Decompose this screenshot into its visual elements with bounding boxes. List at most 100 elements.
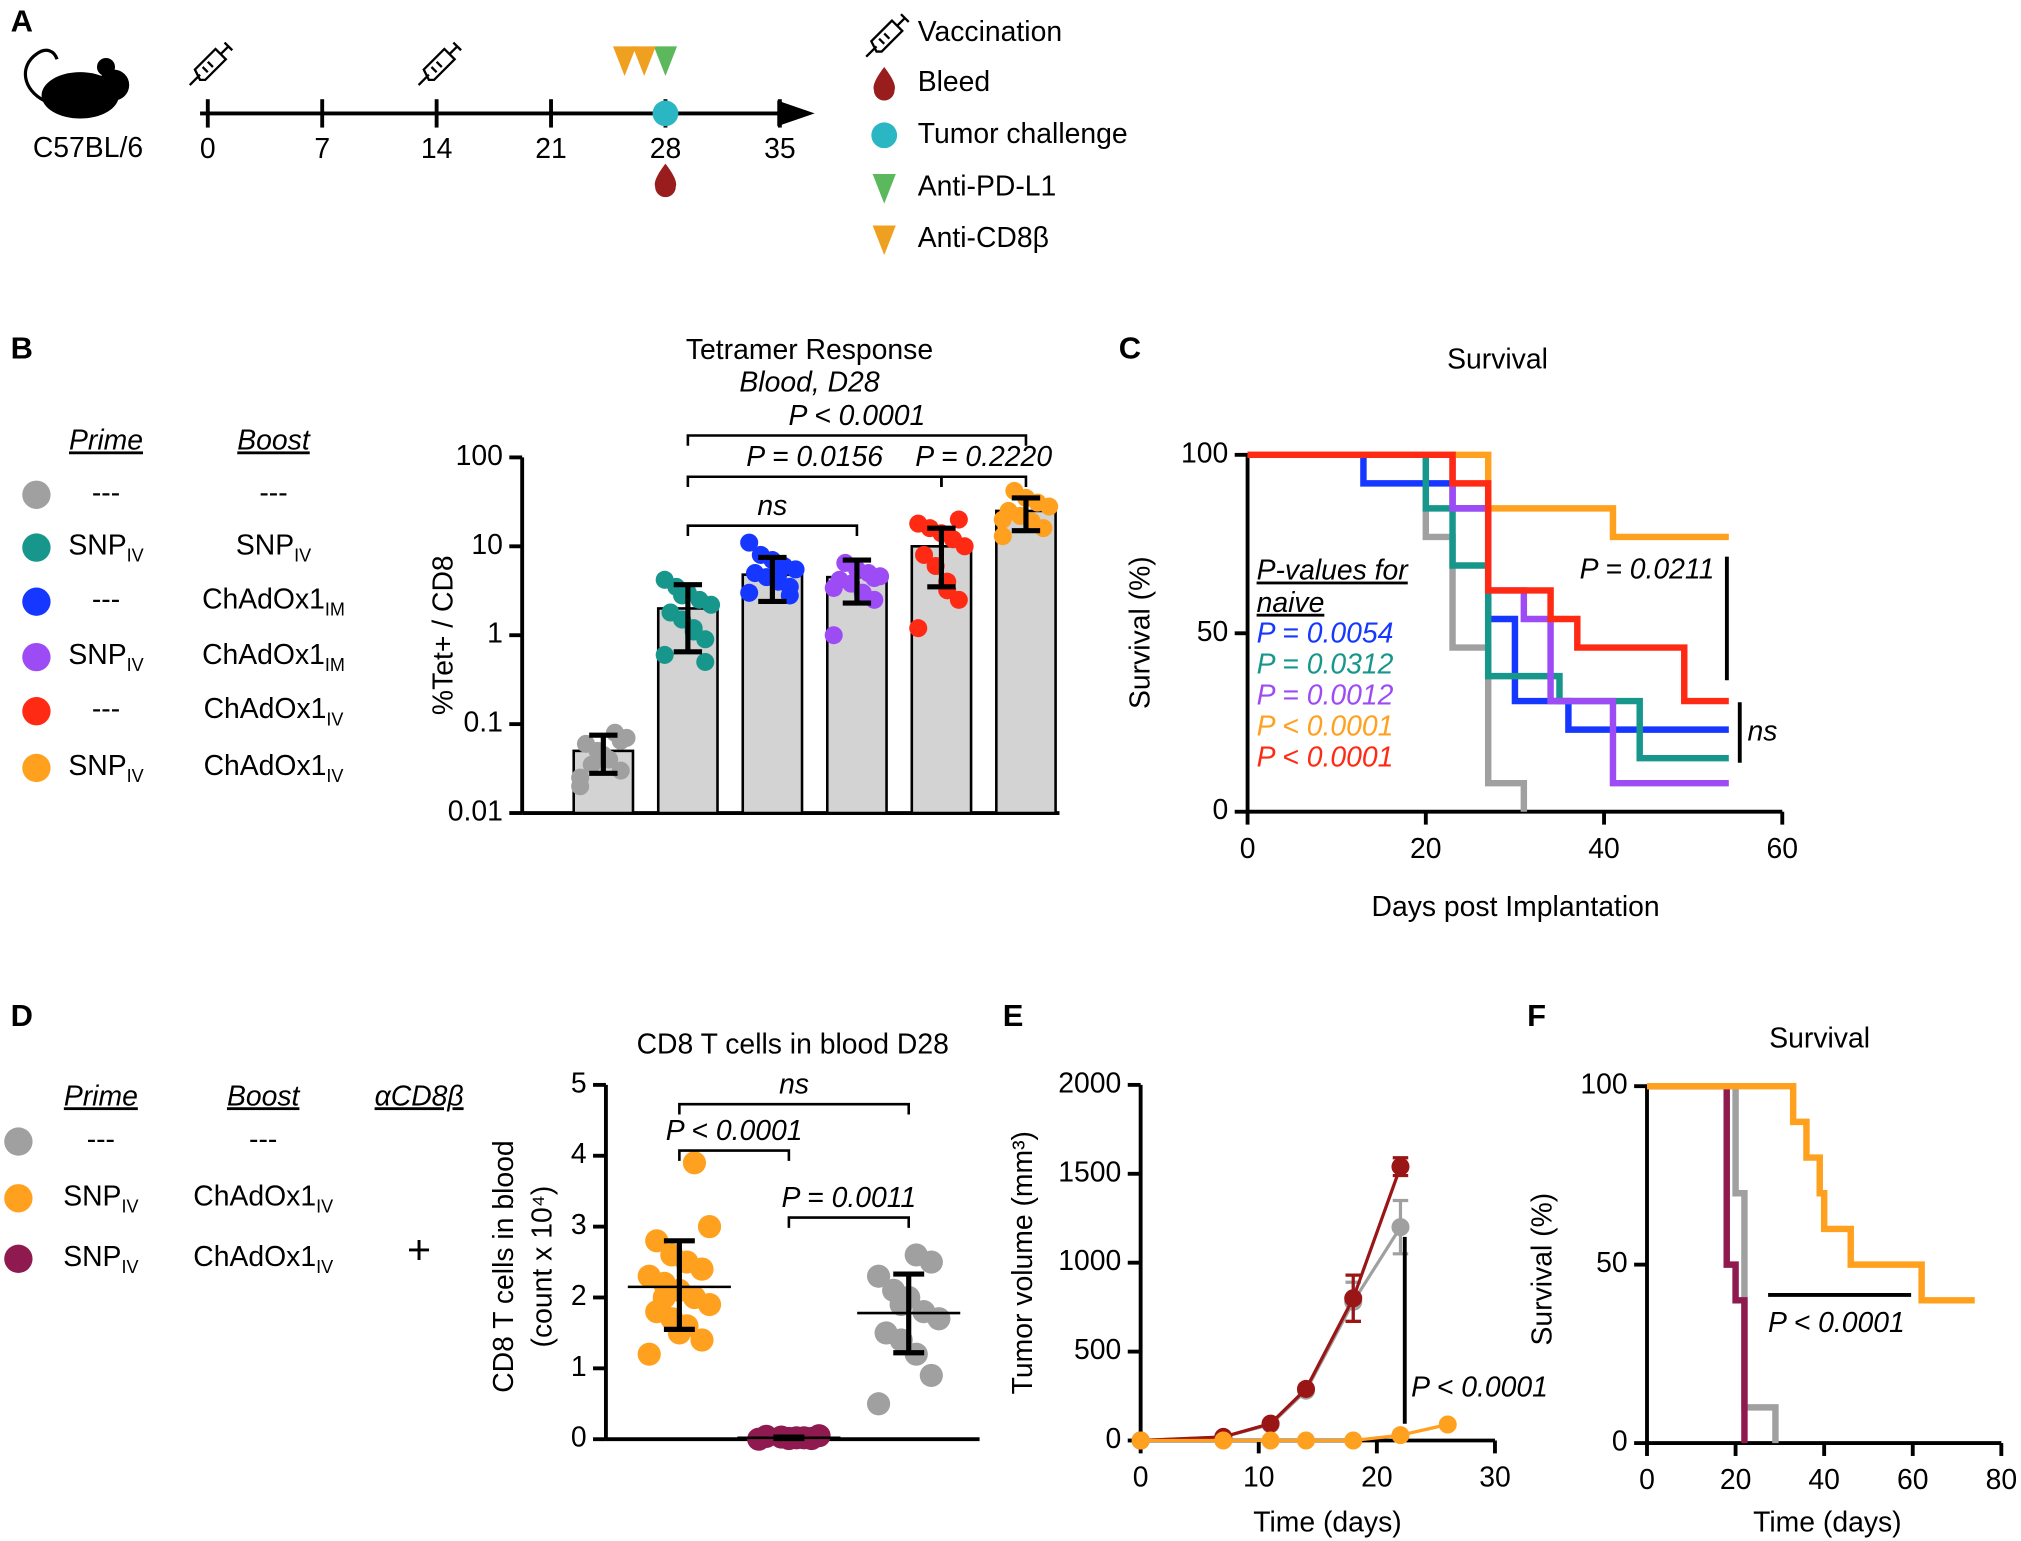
- tumor-challenge: [652, 100, 679, 127]
- y-axis-label: Survival (%): [1124, 556, 1156, 709]
- y-axis-label: Survival (%): [1526, 1193, 1558, 1346]
- x-axis-label: Time (days): [1253, 1507, 1401, 1539]
- timeline-tick-label: 28: [650, 133, 682, 165]
- comparison-bracket: [787, 1216, 910, 1228]
- y-tick-label: 500: [1074, 1334, 1121, 1366]
- annotation: P < 0.0001: [1411, 1371, 1548, 1403]
- timeline-tick-label: 21: [535, 133, 567, 165]
- x-tick-label: 40: [1808, 1464, 1840, 1496]
- data-point: [1344, 1289, 1363, 1308]
- group-name: ---: [92, 477, 120, 509]
- group-name: ---: [92, 584, 120, 616]
- x-tick-label: 60: [1897, 1464, 1929, 1496]
- legend-label: Vaccination: [918, 16, 1062, 48]
- group-name: ---: [249, 1124, 277, 1156]
- syringe-icon: [188, 41, 234, 86]
- y-tick-label: 0.1: [463, 707, 502, 739]
- y-tick-label: 0: [1212, 794, 1228, 826]
- legend-header: Prime: [64, 1080, 138, 1112]
- data-point: [652, 1285, 676, 1310]
- data-point: [740, 583, 759, 602]
- data-point: [1296, 1379, 1316, 1398]
- syringe: [417, 41, 462, 86]
- group-subscript: IV: [316, 1257, 333, 1277]
- survival-curve: [1647, 1082, 1748, 1444]
- chart-title: Survival: [1447, 343, 1548, 375]
- comparison-bracket: [678, 1102, 910, 1115]
- plus-sign: +: [407, 1226, 431, 1272]
- group-label: SNPIV: [236, 530, 311, 565]
- group-label: ChAdOx1IV: [204, 694, 344, 729]
- chart-title: Survival: [1769, 1022, 1870, 1054]
- bleed-drop: [873, 67, 895, 101]
- comparison-bracket: [940, 475, 1028, 488]
- group-name: ChAdOx1: [202, 584, 325, 616]
- data-point: [745, 564, 765, 583]
- pvalue: P = 0.0054: [1257, 618, 1394, 650]
- group-label: SNPIV: [63, 1181, 138, 1216]
- pvalue: P < 0.0001: [1257, 710, 1394, 742]
- x-tick-label: 80: [1986, 1464, 2018, 1496]
- panel-label: B: [11, 331, 33, 366]
- data-point: [865, 568, 884, 588]
- x-axis-label: Time (days): [1753, 1507, 1901, 1539]
- comparison-label: P < 0.0001: [789, 400, 926, 432]
- timeline-tick-label: 35: [764, 133, 796, 165]
- panel-label: D: [11, 998, 33, 1033]
- timeline-tick-label: 14: [421, 133, 453, 165]
- panel-label: C: [1119, 331, 1141, 366]
- group-dot: [22, 587, 51, 616]
- group-name: ---: [259, 477, 287, 509]
- data-point: [993, 510, 1012, 529]
- data-point: [682, 1151, 707, 1175]
- group-label: ChAdOx1IM: [202, 584, 345, 619]
- group-subscript: IM: [325, 599, 345, 619]
- group-name: SNP: [236, 530, 294, 562]
- mouse-tail: [23, 48, 59, 102]
- pvalue: P = 0.0312: [1257, 649, 1394, 681]
- timeline-arrow: [777, 100, 815, 127]
- group-label: SNPIV: [68, 640, 143, 675]
- y-tick-label: 0: [1612, 1426, 1628, 1458]
- data-point: [696, 652, 715, 671]
- group-dot: [22, 533, 51, 562]
- group-dot: [4, 1244, 33, 1273]
- comparison-label: ns: [757, 490, 787, 522]
- group-name: SNP: [63, 1241, 121, 1273]
- pvalue: P = 0.0012: [1257, 680, 1394, 712]
- group-label: ---: [87, 1124, 115, 1156]
- data-point: [915, 545, 934, 564]
- data-point: [1261, 1414, 1280, 1433]
- growth-line: [1140, 1226, 1402, 1443]
- error-bar: [927, 525, 956, 590]
- group-dot: [4, 1127, 33, 1156]
- annotation: ns: [1748, 716, 1778, 748]
- anti-cd8b: [632, 46, 656, 77]
- y-tick-label: 50: [1197, 616, 1229, 648]
- data-point: [866, 1392, 891, 1416]
- y-tick-label: 5: [571, 1067, 587, 1099]
- group-subscript: IV: [326, 766, 343, 786]
- y-tick-label: 4: [571, 1138, 587, 1170]
- syringe-icon: [865, 13, 910, 58]
- data-point: [836, 553, 855, 572]
- y-tick-label: 0: [571, 1422, 587, 1454]
- anti-pdl1: [653, 46, 678, 77]
- data-point: [582, 755, 601, 774]
- data-point: [919, 1363, 943, 1388]
- data-point: [637, 1264, 661, 1288]
- group-subscript: IV: [127, 545, 144, 565]
- bar: [741, 573, 804, 815]
- data-point: [690, 1328, 714, 1352]
- data-point: [655, 570, 674, 589]
- pvalue-header: P-values for: [1257, 555, 1410, 587]
- group-label: SNPIV: [68, 530, 143, 565]
- y-tick-label: 2000: [1058, 1067, 1121, 1099]
- x-axis-label: Days post Implantation: [1371, 891, 1659, 923]
- group-subscript: IV: [127, 766, 144, 786]
- data-point: [645, 1229, 669, 1253]
- group-subscript: IM: [325, 655, 345, 675]
- y-tick-label: 1500: [1058, 1156, 1121, 1188]
- y-tick-label: 1: [571, 1351, 587, 1383]
